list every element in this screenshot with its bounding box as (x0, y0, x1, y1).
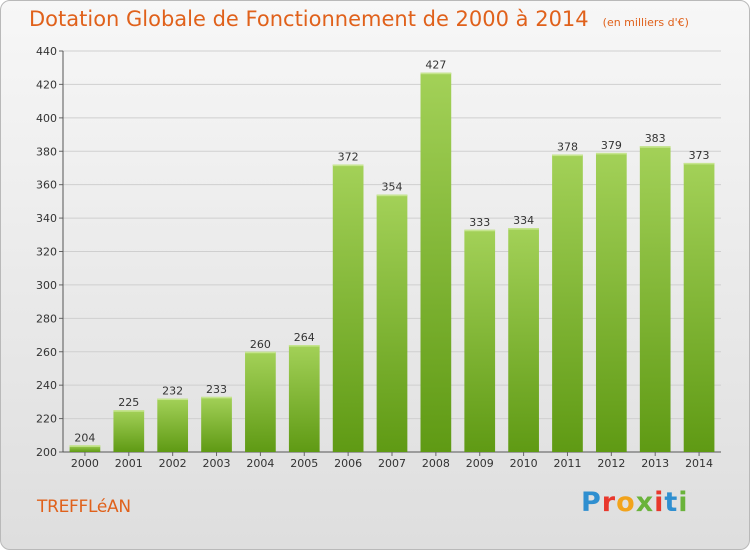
proxiti-logo: Proxiti (581, 487, 689, 518)
data-label: 233 (206, 383, 227, 396)
x-tick-label: 2001 (115, 457, 143, 470)
x-tick-label: 2002 (159, 457, 187, 470)
y-tick-label: 320 (36, 246, 57, 259)
y-tick-label: 240 (36, 379, 57, 392)
chart-title-text: Dotation Globale de Fonctionnement de 20… (29, 7, 589, 31)
x-tick-label: 2004 (246, 457, 274, 470)
data-label: 379 (601, 139, 622, 152)
bar-top-highlight (288, 345, 320, 347)
bar (201, 396, 232, 452)
bar (288, 345, 320, 452)
bar (420, 72, 452, 453)
bar-top-highlight (376, 194, 408, 197)
chart-unit-label: (en milliers d'€) (602, 16, 689, 29)
data-label: 333 (469, 216, 490, 229)
y-tick-label: 260 (36, 346, 57, 359)
x-tick-label: 2007 (378, 457, 406, 470)
y-tick-label: 200 (36, 446, 57, 459)
bar-top-highlight (508, 228, 539, 230)
bar-top-highlight (595, 152, 627, 155)
bar (639, 146, 671, 453)
bar (157, 398, 189, 452)
bar-top-highlight (464, 229, 496, 232)
bar (464, 229, 496, 452)
data-label: 225 (118, 396, 139, 409)
data-label: 372 (338, 151, 359, 164)
data-label: 260 (250, 338, 271, 351)
x-tick-label: 2000 (71, 457, 99, 470)
bar-top-highlight (69, 445, 101, 447)
bar-top-highlight (683, 162, 715, 165)
bar (508, 228, 539, 452)
bar (69, 445, 101, 452)
y-tick-label: 220 (36, 413, 57, 426)
data-label: 354 (382, 181, 403, 194)
bar (113, 410, 145, 452)
bar (376, 194, 408, 453)
bar-top-highlight (639, 146, 671, 148)
bar-top-highlight (201, 396, 232, 399)
bar (332, 164, 364, 452)
bar-top-highlight (113, 410, 145, 412)
x-tick-label: 2010 (510, 457, 538, 470)
bar (552, 154, 583, 452)
y-tick-label: 420 (36, 78, 57, 91)
data-label: 204 (74, 431, 95, 444)
x-tick-label: 2008 (422, 457, 450, 470)
bar-top-highlight (420, 72, 452, 75)
bar-top-highlight (157, 398, 189, 401)
y-tick-label: 340 (36, 212, 57, 225)
commune-name: TREFFLéAN (37, 497, 131, 517)
bar (595, 152, 627, 452)
y-tick-label: 440 (36, 45, 57, 58)
bar (245, 351, 276, 452)
chart-title: Dotation Globale de Fonctionnement de 20… (29, 7, 689, 31)
data-label: 334 (513, 214, 534, 227)
y-tick-label: 280 (36, 312, 57, 325)
x-tick-label: 2012 (597, 457, 625, 470)
data-label: 383 (645, 132, 666, 145)
data-label: 427 (425, 59, 446, 72)
x-tick-label: 2009 (466, 457, 494, 470)
bar-top-highlight (552, 154, 583, 157)
y-tick-label: 380 (36, 145, 57, 158)
bars (69, 72, 715, 453)
data-label: 373 (689, 149, 710, 162)
y-tick-label: 400 (36, 112, 57, 125)
labels: 204 2000 225 2001 232 2002 233 2003 260 2004 264 20… (71, 59, 713, 470)
x-tick-label: 2005 (290, 457, 318, 470)
x-tick-label: 2013 (641, 457, 669, 470)
data-label: 264 (294, 331, 315, 344)
bar-chart: 200220240260280300320340360380400420440 … (36, 45, 721, 470)
x-tick-label: 2014 (685, 457, 713, 470)
data-label: 378 (557, 141, 578, 154)
bar-top-highlight (245, 351, 276, 354)
x-tick-label: 2006 (334, 457, 362, 470)
x-tick-label: 2011 (553, 457, 581, 470)
x-tick-label: 2003 (203, 457, 231, 470)
y-tick-label: 300 (36, 279, 57, 292)
bar (683, 162, 715, 452)
y-tick-label: 360 (36, 179, 57, 192)
bar-top-highlight (332, 164, 364, 167)
data-label: 232 (162, 385, 183, 398)
